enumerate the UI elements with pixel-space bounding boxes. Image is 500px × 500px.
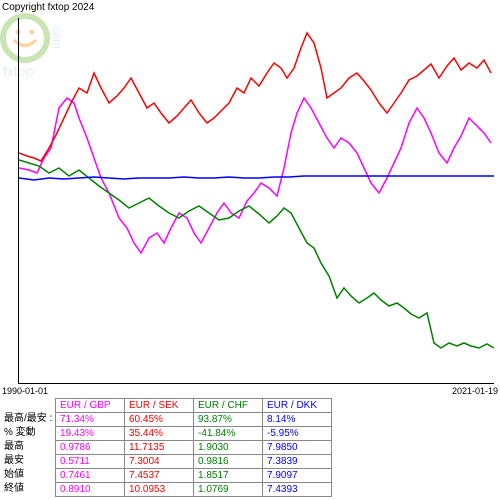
- table-row: 0.57117.30040.98167.3839: [56, 455, 332, 469]
- row-label: 最高: [4, 440, 52, 454]
- date-start-label: 1990-01-01: [2, 386, 48, 396]
- table-header-cell: EUR / GBP: [56, 399, 125, 413]
- table-header-cell: EUR / SEK: [125, 399, 194, 413]
- chart-area: [18, 18, 494, 384]
- row-label: 終値: [4, 482, 52, 496]
- table-row: 0.978611.71351.90307.9850: [56, 441, 332, 455]
- table-cell: 60.45%: [125, 413, 194, 427]
- table-cell: 10.0953: [125, 483, 194, 497]
- date-end-label: 2021-01-19: [452, 386, 498, 396]
- table-cell: 0.7461: [56, 469, 125, 483]
- row-label: 最安: [4, 454, 52, 468]
- data-table: EUR / GBPEUR / SEKEUR / CHFEUR / DKK71.3…: [55, 398, 332, 497]
- row-label: 最高/最安 :: [4, 412, 52, 426]
- table-cell: 1.8517: [194, 469, 263, 483]
- row-label: 始値: [4, 468, 52, 482]
- table-row: 0.74617.45371.85177.9097: [56, 469, 332, 483]
- table-cell: 11.7135: [125, 441, 194, 455]
- table-cell: 7.9097: [263, 469, 332, 483]
- row-labels: 最高/最安 :% 変動最高最安始値終値: [4, 398, 52, 496]
- table-cell: 0.9816: [194, 455, 263, 469]
- table-cell: 93.87%: [194, 413, 263, 427]
- table-header-row: EUR / GBPEUR / SEKEUR / CHFEUR / DKK: [56, 399, 332, 413]
- table-cell: -5.95%: [263, 427, 332, 441]
- table-header-cell: EUR / DKK: [263, 399, 332, 413]
- table-cell: 7.4393: [263, 483, 332, 497]
- table-cell: 8.14%: [263, 413, 332, 427]
- line-chart: [19, 18, 494, 383]
- table-cell: 7.9850: [263, 441, 332, 455]
- table-cell: -41.84%: [194, 427, 263, 441]
- table-row: 71.34%60.45%93.87%8.14%: [56, 413, 332, 427]
- table-cell: 7.4537: [125, 469, 194, 483]
- table-cell: 0.9786: [56, 441, 125, 455]
- table-cell: 0.8910: [56, 483, 125, 497]
- series-line: [19, 33, 491, 161]
- table-cell: 1.9030: [194, 441, 263, 455]
- row-label: % 変動: [4, 426, 52, 440]
- table-cell: 7.3839: [263, 455, 332, 469]
- table-cell: 35.44%: [125, 427, 194, 441]
- table-row: 0.891010.09531.07697.4393: [56, 483, 332, 497]
- table-row: 19.43%35.44%-41.84%-5.95%: [56, 427, 332, 441]
- table-cell: 1.0769: [194, 483, 263, 497]
- table-cell: 0.5711: [56, 455, 125, 469]
- table-cell: 7.3004: [125, 455, 194, 469]
- table-header-cell: EUR / CHF: [194, 399, 263, 413]
- table-cell: 71.34%: [56, 413, 125, 427]
- table-cell: 19.43%: [56, 427, 125, 441]
